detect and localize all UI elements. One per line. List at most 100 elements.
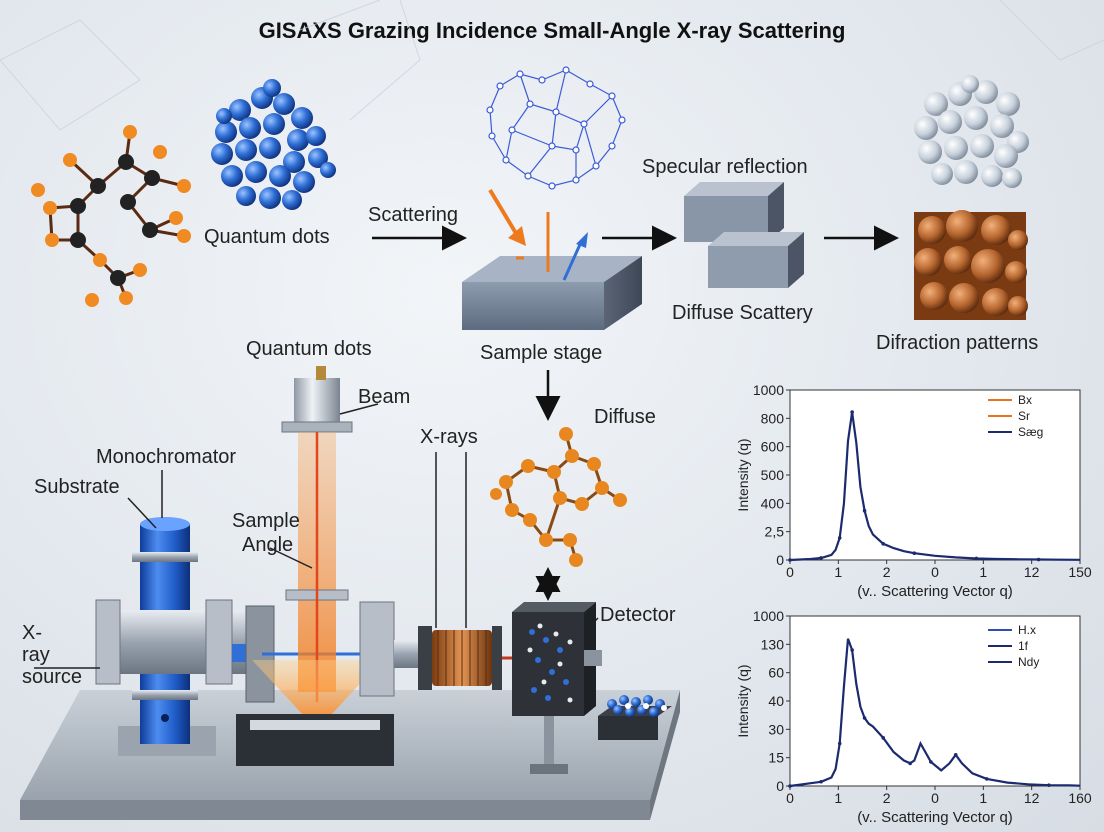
data-point <box>908 761 912 766</box>
y-tick-label: 2,5 <box>765 524 785 540</box>
x-tick-label: 2 <box>883 564 891 580</box>
y-tick-label: 130 <box>761 636 785 652</box>
data-point <box>819 779 823 784</box>
legend-swatch <box>988 431 1012 433</box>
diffuse-molecule <box>490 427 627 567</box>
label-xray-1: X- <box>22 622 42 644</box>
series-line-0 <box>789 638 1081 788</box>
white-cluster <box>914 75 1029 188</box>
legend-swatch <box>988 415 1012 417</box>
legend-entry: Sr <box>988 408 1043 424</box>
x-tick-label: 2 <box>883 790 891 806</box>
diagram-title: GISAXS Grazing Incidence Small-Angle X-r… <box>258 18 846 43</box>
xray-source-housing <box>95 599 246 685</box>
data-point <box>788 558 792 562</box>
data-point <box>819 556 823 560</box>
y-tick-label: 40 <box>768 693 784 709</box>
data-point <box>929 760 933 764</box>
x-tick-label: 160 <box>1068 790 1092 806</box>
legend-label: Sæg <box>1018 425 1044 439</box>
label-diffuse: Diffuse <box>594 406 656 428</box>
data-point <box>974 556 979 561</box>
x-tick-label: 1 <box>979 790 987 806</box>
legend-label: H.x <box>1018 623 1036 637</box>
y-axis-label: Intensity (q) <box>735 438 751 511</box>
legend-swatch <box>988 399 1012 401</box>
legend-entry: Sæg <box>988 424 1043 440</box>
label-xrays: X-rays <box>420 426 478 448</box>
label-specular-reflection: Specular reflection <box>642 156 808 178</box>
x-tick-label: 1 <box>834 564 842 580</box>
background-lines <box>0 0 1104 131</box>
pellet-tray <box>598 695 672 740</box>
x-tick-label: 12 <box>1024 564 1040 580</box>
data-point <box>881 542 886 546</box>
chart2-legend: H.x 1f Ndy <box>988 622 1039 670</box>
data-point <box>953 753 958 757</box>
y-tick-label: 0 <box>776 552 784 568</box>
y-tick-label: 30 <box>768 721 784 737</box>
y-tick-label: 1000 <box>753 382 784 398</box>
x-tick-label: 12 <box>1024 790 1040 806</box>
data-point <box>862 508 867 513</box>
y-tick-label: 0 <box>776 778 784 794</box>
legend-swatch <box>988 629 1012 631</box>
label-xray-3: source <box>22 666 83 688</box>
label-sample: Sample <box>232 510 300 532</box>
legend-label: 1f <box>1018 639 1029 653</box>
chart1-legend: Bx Sr Sæg <box>988 392 1043 440</box>
legend-entry: Bx <box>988 392 1043 408</box>
legend-label: Bx <box>1018 393 1033 407</box>
label-xray-2: ray <box>22 644 50 666</box>
legend-swatch <box>988 661 1012 663</box>
label-scattering: Scattering <box>368 204 459 226</box>
series-line-0 <box>789 411 1081 562</box>
label-beam: Beam <box>358 386 411 408</box>
legend-swatch <box>988 645 1012 647</box>
quantum-dot-cluster <box>211 79 336 210</box>
y-tick-label: 400 <box>761 495 785 511</box>
x-tick-label: 0 <box>931 564 939 580</box>
legend-label: Ndy <box>1018 655 1040 669</box>
legend-entry: 1f <box>988 638 1039 654</box>
stage-flange <box>359 601 395 697</box>
label-quantum-dots-mid: Quantum dots <box>246 338 372 360</box>
data-point <box>850 410 854 414</box>
data-point <box>984 777 989 781</box>
diffuse-block <box>708 232 804 288</box>
coil <box>418 626 502 690</box>
data-point <box>1036 557 1041 562</box>
x-tick-label: 0 <box>931 790 939 806</box>
label-monochromator: Monochromator <box>96 446 237 468</box>
label-sample-stage: Sample stage <box>480 342 603 364</box>
label-detector: Detector <box>600 604 676 626</box>
molecule-top-left <box>31 125 191 307</box>
label-diffuse-scattery: Diffuse Scattery <box>672 302 813 324</box>
vertical-beam-column <box>252 366 382 730</box>
diffuse-beam <box>562 239 584 281</box>
legend-entry: H.x <box>988 622 1039 638</box>
data-point <box>837 536 842 540</box>
label-substrate: Substrate <box>34 476 120 498</box>
data-point <box>788 784 792 788</box>
x-tick-label: 150 <box>1068 564 1092 580</box>
label-difraction-patterns: Difraction patterns <box>876 332 1039 354</box>
y-tick-label: 1000 <box>753 608 784 624</box>
y-tick-label: 800 <box>761 410 785 426</box>
copper-pattern <box>914 210 1028 320</box>
label-angle: Angle <box>242 534 294 556</box>
data-point <box>1047 783 1051 787</box>
wireframe-network <box>486 66 626 190</box>
sample-stage-block <box>236 714 394 766</box>
detector-device <box>512 602 602 774</box>
legend-entry: Ndy <box>988 654 1039 670</box>
data-point <box>837 741 842 746</box>
data-point <box>881 736 886 740</box>
data-point <box>862 716 867 720</box>
data-point <box>850 648 854 652</box>
y-tick-label: 500 <box>761 467 785 483</box>
